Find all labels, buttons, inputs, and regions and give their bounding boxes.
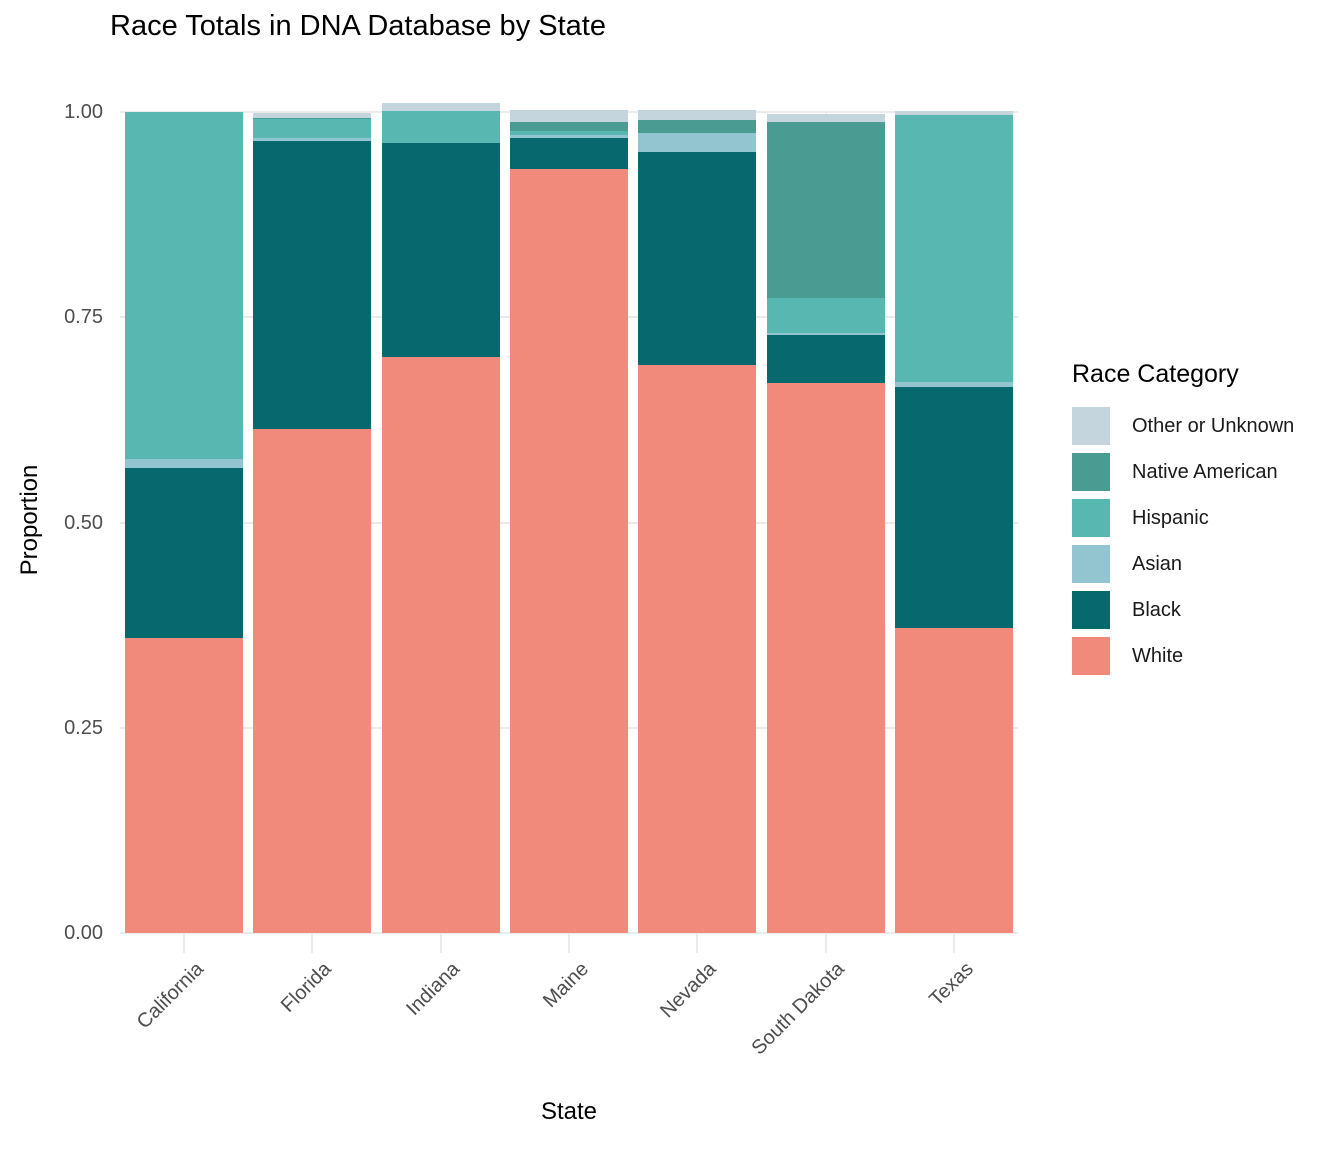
legend: Race Category Other or Unknown Native Ame… bbox=[1072, 360, 1294, 675]
bar-indiana bbox=[381, 102, 500, 933]
x-tick-mark bbox=[439, 933, 442, 953]
x-tick-mark bbox=[824, 933, 827, 953]
legend-label: Asian bbox=[1132, 552, 1183, 575]
x-tick-label: Indiana bbox=[402, 958, 465, 1020]
legend-label: Native American bbox=[1132, 460, 1278, 483]
legend-swatch bbox=[1072, 407, 1110, 445]
x-tick-label: California bbox=[132, 958, 208, 1034]
bar-segment-white bbox=[125, 638, 244, 933]
y-tick-label: 0.50 bbox=[64, 511, 103, 534]
bar-segment-asian bbox=[638, 133, 757, 153]
chart-title: Race Totals in DNA Database by State bbox=[110, 10, 606, 42]
x-axis-title: State bbox=[540, 1098, 598, 1125]
y-tick-label: 0.75 bbox=[64, 306, 103, 329]
x-tick-mark bbox=[696, 933, 699, 953]
legend-item-other-or-unknown: Other or Unknown bbox=[1072, 407, 1294, 445]
legend-title: Race Category bbox=[1072, 360, 1239, 388]
bar-segment-asian bbox=[253, 138, 372, 141]
bar-segment-other-or-unknown bbox=[638, 110, 757, 121]
bar-texas bbox=[894, 111, 1013, 933]
bar-segment-asian bbox=[766, 332, 885, 335]
bar-segment-white bbox=[381, 357, 500, 933]
bar-segment-white bbox=[253, 428, 372, 933]
bar-segment-black bbox=[253, 140, 372, 429]
bar-segment-other-or-unknown bbox=[381, 102, 500, 112]
bar-segment-black bbox=[381, 143, 500, 358]
y-tick-label: 1.00 bbox=[64, 101, 103, 123]
bar-segment-asian bbox=[510, 135, 628, 139]
y-tick-label: 0.00 bbox=[64, 922, 103, 944]
bar-south-dakota bbox=[766, 112, 885, 933]
bar-segment-black bbox=[125, 468, 244, 639]
legend-item-black: Black bbox=[1072, 591, 1294, 629]
bar-maine bbox=[510, 110, 628, 933]
legend-item-white: White bbox=[1072, 637, 1294, 675]
x-tick-mark bbox=[568, 933, 570, 953]
legend-swatch bbox=[1072, 545, 1110, 583]
bar-segment-asian bbox=[125, 459, 244, 469]
legend-item-asian: Asian bbox=[1072, 545, 1294, 583]
legend-swatch bbox=[1072, 453, 1110, 491]
legend-label: Other or Unknown bbox=[1132, 414, 1295, 437]
bar-segment-hispanic bbox=[510, 130, 628, 135]
x-tick-label: Florida bbox=[277, 958, 336, 1017]
bar-segment-native-american bbox=[253, 117, 372, 119]
bar-segment-black bbox=[638, 152, 757, 365]
legend-label: Hispanic bbox=[1132, 506, 1209, 529]
bar-segment-hispanic bbox=[253, 118, 372, 139]
bar-segment-other-or-unknown bbox=[766, 113, 885, 122]
x-tick-label: Nevada bbox=[656, 958, 721, 1023]
bar-segment-hispanic bbox=[125, 112, 244, 460]
bar-segment-other-or-unknown bbox=[253, 112, 372, 118]
bar-segment-hispanic bbox=[381, 111, 500, 144]
bar-segment-hispanic bbox=[894, 115, 1013, 383]
legend-swatch bbox=[1072, 499, 1110, 537]
bar-segment-other-or-unknown bbox=[510, 110, 628, 122]
bar-florida bbox=[253, 112, 372, 933]
bar-segment-native-american bbox=[510, 121, 628, 131]
legend-item-hispanic: Hispanic bbox=[1072, 499, 1294, 537]
x-tick-label: Maine bbox=[538, 958, 593, 1013]
legend-label: White bbox=[1132, 644, 1184, 667]
bar-segment-asian bbox=[894, 382, 1013, 388]
legend-items: Other or Unknown Native American Hispanic A… bbox=[1072, 407, 1294, 675]
bar-segment-other-or-unknown bbox=[894, 111, 1013, 116]
legend-swatch bbox=[1072, 637, 1110, 675]
x-tick-mark bbox=[183, 933, 186, 953]
bar-segment-hispanic bbox=[766, 298, 885, 333]
bar-segment-white bbox=[894, 627, 1013, 933]
legend-item-native-american: Native American bbox=[1072, 453, 1294, 491]
legend-label: Black bbox=[1132, 598, 1181, 621]
x-tick-mark bbox=[311, 933, 314, 953]
bar-nevada bbox=[638, 110, 757, 933]
bar-california bbox=[125, 112, 244, 933]
x-tick-label: South Dakota bbox=[747, 958, 850, 1060]
bar-segment-native-american bbox=[766, 121, 885, 299]
plot-panel bbox=[120, 102, 1018, 934]
bar-segment-native-american bbox=[638, 120, 757, 134]
bar-segment-white bbox=[510, 168, 628, 933]
bar-segment-white bbox=[638, 364, 757, 933]
x-tick-label: Texas bbox=[924, 958, 978, 1011]
bar-segment-black bbox=[510, 138, 628, 169]
bar-segment-white bbox=[766, 382, 885, 933]
x-tick-mark bbox=[952, 933, 955, 953]
bar-segment-black bbox=[766, 334, 885, 383]
y-tick-label: 0.25 bbox=[64, 716, 103, 739]
bar-segment-black bbox=[894, 387, 1013, 628]
legend-swatch bbox=[1072, 591, 1110, 629]
